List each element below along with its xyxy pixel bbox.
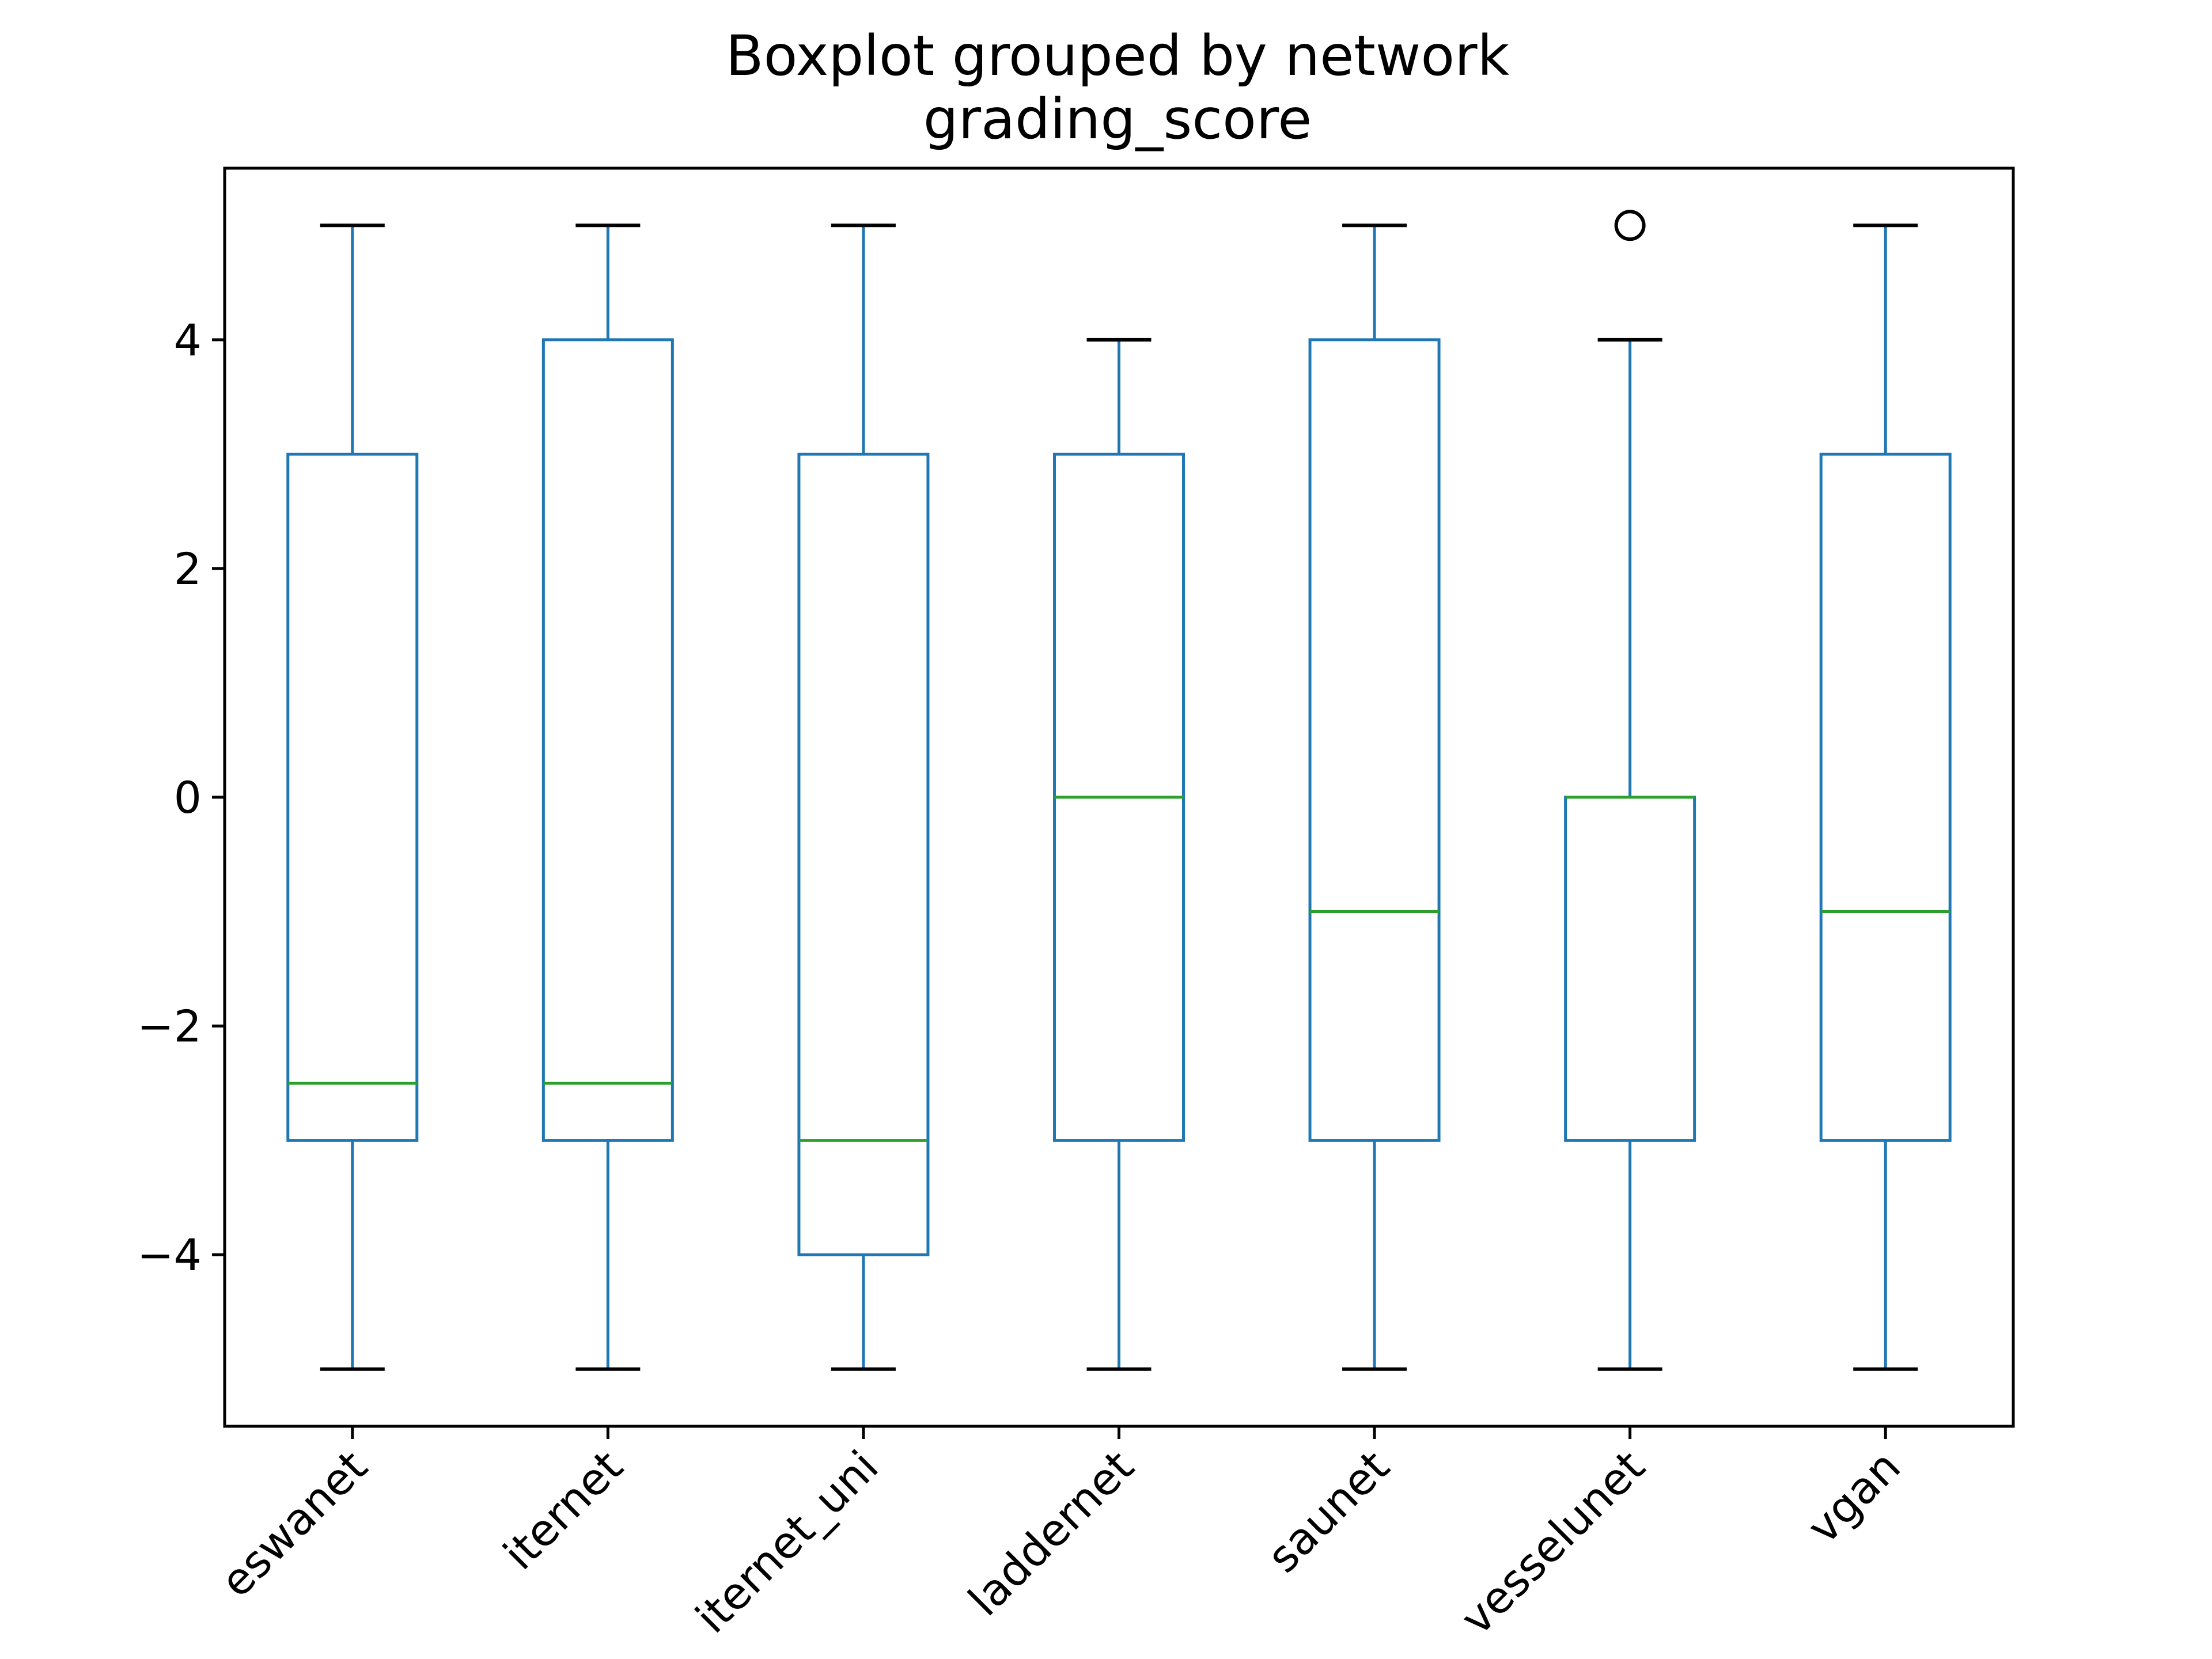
- chart-marks: −4 −2 0 2 4 eswanet iternet iternet_uni ladderne…: [137, 210, 1952, 1645]
- box-iternet: [541, 338, 674, 1142]
- x-tick-label: iternet: [494, 1441, 632, 1580]
- chart-subtitle: grading_score: [923, 87, 1312, 151]
- y-tick-label: 2: [174, 543, 202, 594]
- chart-title: Boxplot grouped by network: [726, 24, 1510, 88]
- y-tick-label: −2: [137, 1001, 202, 1052]
- box-vgan: [1819, 452, 1952, 1142]
- box-saunet: [1308, 338, 1441, 1142]
- box-eswanet: [286, 452, 419, 1142]
- x-tick-label: laddernet: [959, 1441, 1143, 1626]
- y-tick-label: 0: [174, 772, 202, 823]
- x-tick-label: vesselunet: [1450, 1441, 1654, 1645]
- x-tick-label: eswanet: [210, 1441, 377, 1607]
- y-tick-label: 4: [174, 315, 202, 366]
- x-tick-label: iternet_uni: [685, 1441, 888, 1643]
- outlier-point: [1614, 210, 1646, 241]
- box-vesselunet: [1564, 796, 1696, 1142]
- x-tick-label: saunet: [1257, 1441, 1399, 1582]
- plot-frame: [223, 166, 2015, 1428]
- y-tick-label: −4: [137, 1229, 202, 1281]
- x-tick-label: vgan: [1797, 1441, 1910, 1554]
- box-iternet_uni: [797, 452, 930, 1256]
